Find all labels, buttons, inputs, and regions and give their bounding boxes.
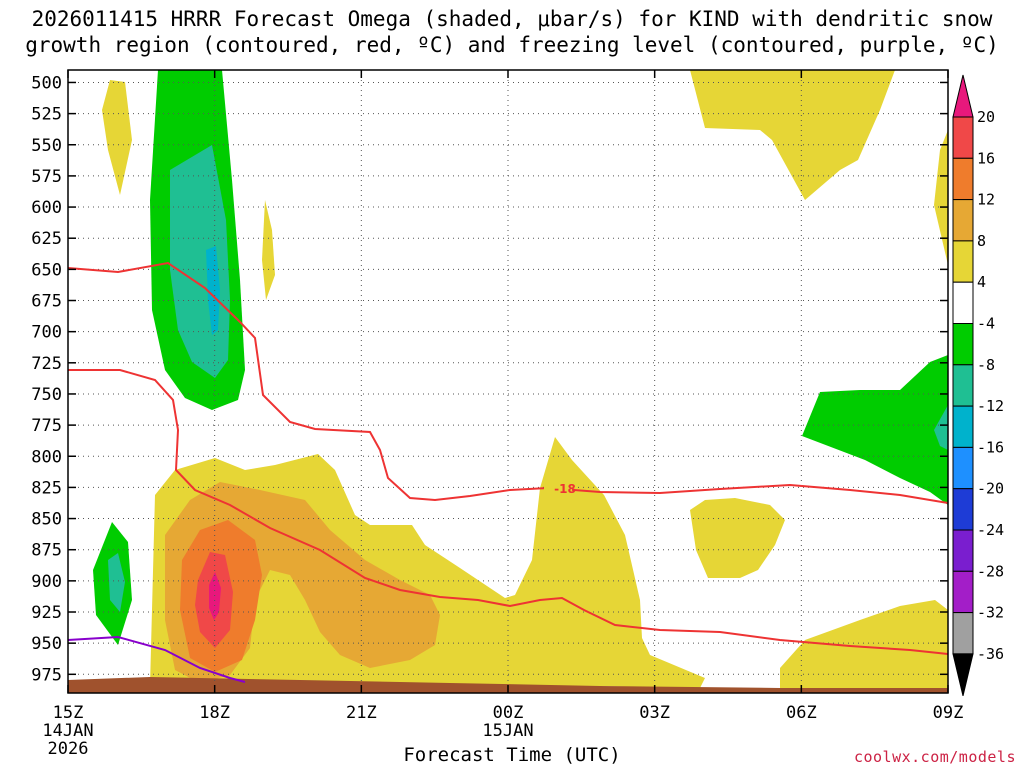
omega-region-mid-right [690, 498, 785, 578]
y-tick-label: 900 [31, 572, 62, 592]
y-tick-label: 800 [31, 447, 62, 467]
y-tick-label: 700 [31, 323, 62, 343]
x-tick-label: 15Z [53, 703, 84, 723]
colorbar-swatch [952, 281, 974, 325]
contour-label: -18 [554, 482, 576, 496]
colorbar-label: 20 [977, 108, 995, 126]
y-tick-label: 950 [31, 634, 62, 654]
y-tick-label: 550 [31, 136, 62, 156]
y-axis: 500 525 550 575 600 625 650 675 700 725 750 775 800 8… [31, 73, 948, 685]
grid [68, 70, 948, 693]
chart-title: 2026011415 HRRR Forecast Omega (shaded, … [0, 6, 1024, 58]
x-axis-label: Forecast Time (UTC) [403, 744, 621, 766]
colorbar-label: 12 [977, 191, 995, 209]
colorbar-label: -8 [977, 356, 995, 374]
title-line-2: growth region (contoured, red, ºC) and f… [25, 33, 999, 57]
y-tick-label: 650 [31, 260, 62, 280]
y-tick-label: 775 [31, 416, 62, 436]
y-tick-label: 625 [31, 229, 62, 249]
y-tick-label: 575 [31, 167, 62, 187]
omega-region-upward-core [206, 246, 220, 335]
colorbar-label: -32 [977, 604, 1004, 622]
omega-region-right-edge [934, 130, 948, 265]
dgz-contour-upper [68, 261, 948, 504]
omega-region-left-upper [102, 80, 132, 195]
colorbar-label: -20 [977, 480, 1004, 498]
x-tick-label: 03Z [639, 703, 670, 723]
y-tick-label: 850 [31, 510, 62, 530]
y-tick-label: 750 [31, 385, 62, 405]
colorbar: 20 16 12 8 4 -4 -8 -12 -16 -20 -24 -28 -32 -36 [952, 74, 1004, 697]
colorbar-swatch [952, 612, 974, 655]
colorbar-label: -16 [977, 438, 1004, 456]
freezing-level-contour [68, 635, 246, 683]
y-tick-label: 875 [31, 541, 62, 561]
colorbar-swatch [952, 157, 974, 201]
y-tick-label: 525 [31, 105, 62, 125]
y-tick-label: 725 [31, 354, 62, 374]
title-line-1: 2026011415 HRRR Forecast Omega (shaded, … [31, 7, 993, 31]
y-tick-label: 600 [31, 198, 62, 218]
colorbar-swatch [952, 240, 974, 283]
colorbar-swatch [952, 488, 974, 531]
colorbar-swatch [952, 405, 974, 448]
x-tick-label: 09Z [933, 703, 964, 723]
colorbar-label: -28 [977, 562, 1004, 580]
x-tick-sublabel: 15JAN [482, 721, 533, 741]
colorbar-label: 16 [977, 149, 995, 167]
colorbar-swatch [952, 116, 974, 159]
colorbar-swatch [952, 570, 974, 614]
y-tick-label: 925 [31, 603, 62, 623]
y-tick-label: 675 [31, 292, 62, 312]
omega-region-upward-right-core [934, 405, 948, 450]
colorbar-label: -36 [977, 645, 1004, 663]
x-tick-sublabel: 14JAN [42, 721, 93, 741]
x-tick-label: 06Z [786, 703, 817, 723]
omega-shading [68, 70, 948, 693]
colorbar-label: 4 [977, 273, 986, 291]
colorbar-swatch [952, 529, 974, 572]
y-tick-label: 500 [31, 73, 62, 93]
omega-region-top-right [690, 70, 895, 200]
omega-region-small-upper [262, 200, 275, 300]
x-tick-sublabel: 2026 [48, 739, 89, 759]
x-tick-label: 21Z [346, 703, 377, 723]
colorbar-swatch [952, 323, 974, 366]
colorbar-label: -4 [977, 315, 995, 333]
x-tick-label: 00Z [493, 703, 524, 723]
x-tick-label: 18Z [199, 703, 230, 723]
colorbar-swatch [952, 364, 974, 407]
credit-link[interactable]: coolwx.com/models [853, 748, 1016, 766]
dgz-contour-lower [68, 369, 948, 655]
colorbar-label: 8 [977, 232, 986, 250]
contour-label-bg [544, 482, 572, 494]
omega-region-upward-low-core [108, 553, 125, 612]
colorbar-swatch [952, 199, 974, 242]
colorbar-label: -24 [977, 521, 1004, 539]
omega-region-upward-right [802, 355, 948, 505]
colorbar-label: -12 [977, 397, 1004, 415]
colorbar-swatch [952, 446, 974, 490]
colorbar-cap-bottom [952, 653, 974, 697]
colorbar-cap-top [952, 74, 974, 118]
y-tick-label: 825 [31, 478, 62, 498]
y-tick-label: 975 [31, 665, 62, 685]
